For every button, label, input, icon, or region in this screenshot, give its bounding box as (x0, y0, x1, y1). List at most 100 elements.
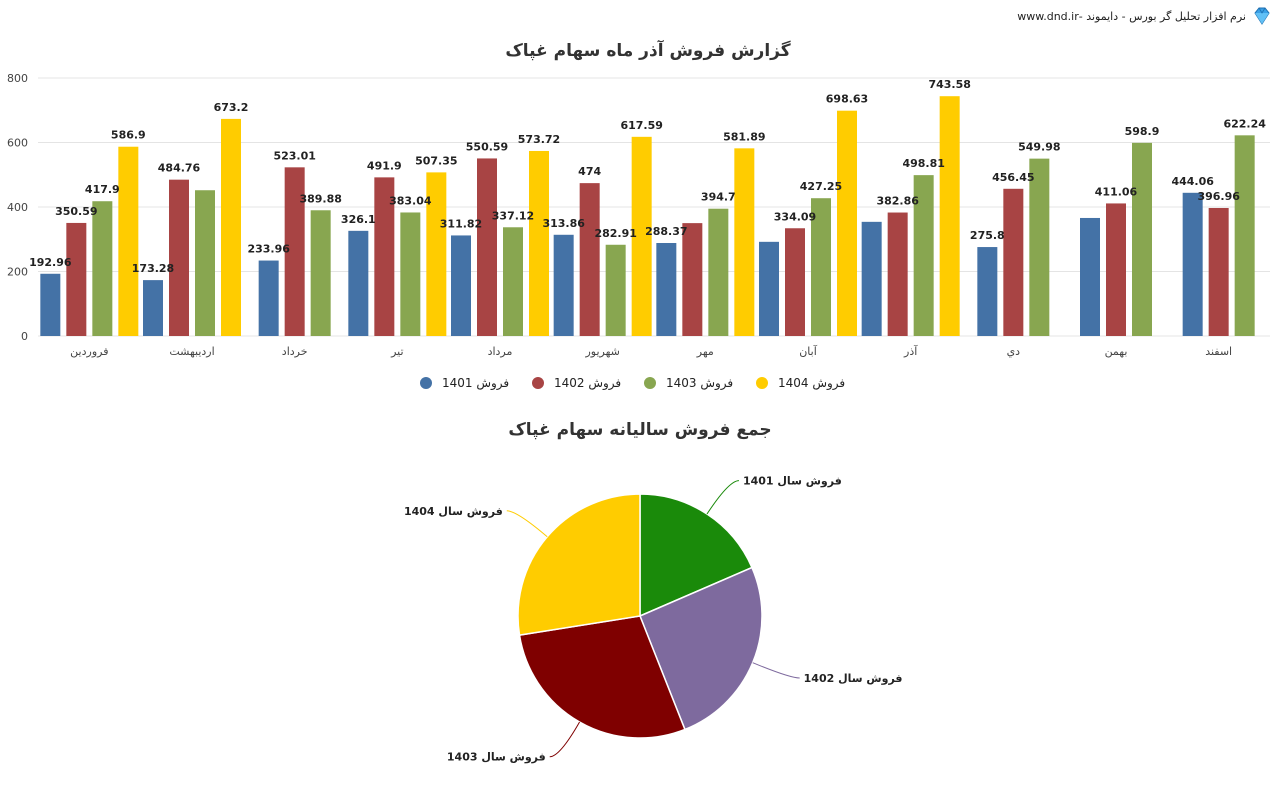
bar-1-7 (656, 243, 677, 336)
y-tick-label: 200 (7, 266, 28, 279)
data-label: 573.72 (518, 133, 560, 146)
pie-slice-label: فروش سال 1404 (404, 505, 503, 518)
data-label: 382.86 (876, 195, 919, 208)
bar-1-10 (977, 247, 998, 336)
legend-item-2[interactable]: فروش 1402 (532, 376, 621, 391)
pie-slice-label: فروش سال 1403 (447, 751, 546, 764)
data-label: 549.98 (1018, 141, 1060, 154)
pie-chart-labels: فروش سال 1401 فروش سال 1402 فروش سال 1403 ف… (404, 475, 903, 764)
data-label: 698.63 (826, 93, 868, 106)
data-label: 337.12 (492, 209, 534, 222)
data-label: 334.09 (774, 210, 816, 223)
bar-3-8 (811, 198, 831, 336)
x-tick-label: بهمن (1105, 345, 1128, 358)
bar-3-7 (708, 208, 729, 336)
pie-leader-line (752, 662, 800, 679)
bar-2-1 (66, 222, 87, 336)
data-label: 417.9 (85, 183, 120, 196)
data-label: 350.59 (55, 205, 97, 218)
legend-item-4[interactable]: فروش 1404 (756, 376, 845, 391)
bar-chart-bars (40, 96, 1255, 336)
x-tick-label: خرداد (282, 345, 308, 358)
monthly-sales-bar-chart: گزارش فروش آذر ماه سهام غپاک 0 200 400 600 8… (7, 39, 1270, 391)
x-tick-label: مرداد (488, 345, 513, 358)
data-label: 550.59 (466, 140, 508, 153)
y-tick-label: 0 (21, 330, 28, 343)
pie-slice-4 (517, 493, 641, 636)
bar-3-12 (1234, 135, 1255, 336)
annual-sales-pie-chart: جمع فروش سالیانه سهام غپاک فروش سال 1401… (404, 420, 903, 764)
y-tick-label: 800 (7, 72, 28, 85)
data-label: 411.06 (1095, 185, 1138, 198)
data-label: 275.8 (970, 229, 1005, 242)
bar-2-6 (579, 183, 600, 336)
data-label: 173.28 (132, 262, 174, 275)
legend-swatch (644, 377, 656, 389)
bar-4-4 (426, 172, 447, 336)
legend-item-3[interactable]: فروش 1403 (644, 376, 733, 391)
bar-2-2 (169, 179, 189, 336)
pie-slice-label: فروش سال 1401 (743, 475, 842, 488)
legend-label: فروش 1404 (778, 376, 845, 391)
data-label: 427.25 (800, 180, 842, 193)
bar-3-11 (1132, 142, 1152, 336)
bar-2-11 (1106, 203, 1126, 336)
data-label: 383.04 (389, 194, 432, 207)
bar-4-6 (631, 136, 652, 336)
bar-2-7 (682, 223, 703, 336)
data-label: 192.96 (29, 256, 72, 269)
x-tick-label: آبان (799, 344, 817, 358)
bar-chart-title: گزارش فروش آذر ماه سهام غپاک (505, 39, 790, 61)
bar-1-5 (451, 235, 471, 336)
bar-4-8 (837, 110, 857, 336)
pie-leader-line (506, 510, 548, 538)
x-tick-label: شهریور (584, 345, 619, 358)
bar-1-6 (553, 234, 574, 336)
bar-chart-y-tick-labels: 0 200 400 600 800 (7, 72, 28, 343)
legend-item-1[interactable]: فروش 1401 (420, 376, 509, 391)
data-label: 581.89 (723, 130, 765, 143)
bar-2-9 (887, 212, 908, 336)
bar-3-5 (503, 227, 523, 336)
bar-chart-x-tick-labels: فروردین اردیبهشت خرداد تیر مرداد شهریور مهر آبا… (70, 344, 1232, 358)
bar-2-5 (477, 158, 497, 336)
bar-4-7 (734, 148, 755, 336)
data-label: 394.7 (701, 191, 736, 204)
legend-label: فروش 1401 (442, 376, 509, 391)
diamond-logo-icon (1254, 7, 1270, 25)
legend-label: فروش 1402 (554, 376, 621, 391)
bar-3-3 (310, 210, 331, 336)
x-tick-label: تیر (390, 345, 403, 358)
bar-1-3 (258, 260, 279, 336)
data-label: 282.91 (594, 227, 636, 240)
bar-chart-legend[interactable]: فروش 1401 فروش 1402 فروش 1403 فروش 1404 (420, 376, 845, 391)
bar-1-4 (348, 230, 369, 336)
legend-swatch (420, 377, 432, 389)
data-label: 474 (578, 165, 601, 178)
data-label: 326.1 (341, 213, 376, 226)
legend-label: فروش 1403 (666, 376, 733, 391)
y-tick-label: 400 (7, 201, 28, 214)
bar-3-4 (400, 212, 421, 336)
data-label: 389.88 (299, 192, 341, 205)
bar-2-12 (1208, 207, 1229, 336)
x-tick-label: اسفند (1205, 345, 1232, 358)
data-label: 523.01 (273, 149, 315, 162)
data-label: 622.24 (1223, 117, 1266, 130)
bar-1-12 (1182, 192, 1203, 336)
bar-3-10 (1029, 158, 1050, 336)
y-tick-label: 600 (7, 137, 28, 150)
bar-1-2 (143, 280, 163, 336)
data-label: 484.76 (158, 162, 201, 175)
pie-slice-label: فروش سال 1402 (804, 672, 903, 685)
bar-2-3 (284, 167, 305, 336)
data-label: 233.96 (247, 243, 290, 256)
legend-swatch (756, 377, 768, 389)
brand-text: نرم افزار تحلیل گر بورس - دایموند -www.d… (1017, 9, 1246, 23)
x-tick-label: اردیبهشت (169, 345, 214, 358)
x-tick-label: آذر (903, 344, 918, 358)
data-label: 396.96 (1197, 190, 1240, 203)
bar-4-5 (529, 150, 549, 336)
data-label: 507.35 (415, 154, 457, 167)
pie-chart-title: جمع فروش سالیانه سهام غپاک (508, 420, 771, 440)
